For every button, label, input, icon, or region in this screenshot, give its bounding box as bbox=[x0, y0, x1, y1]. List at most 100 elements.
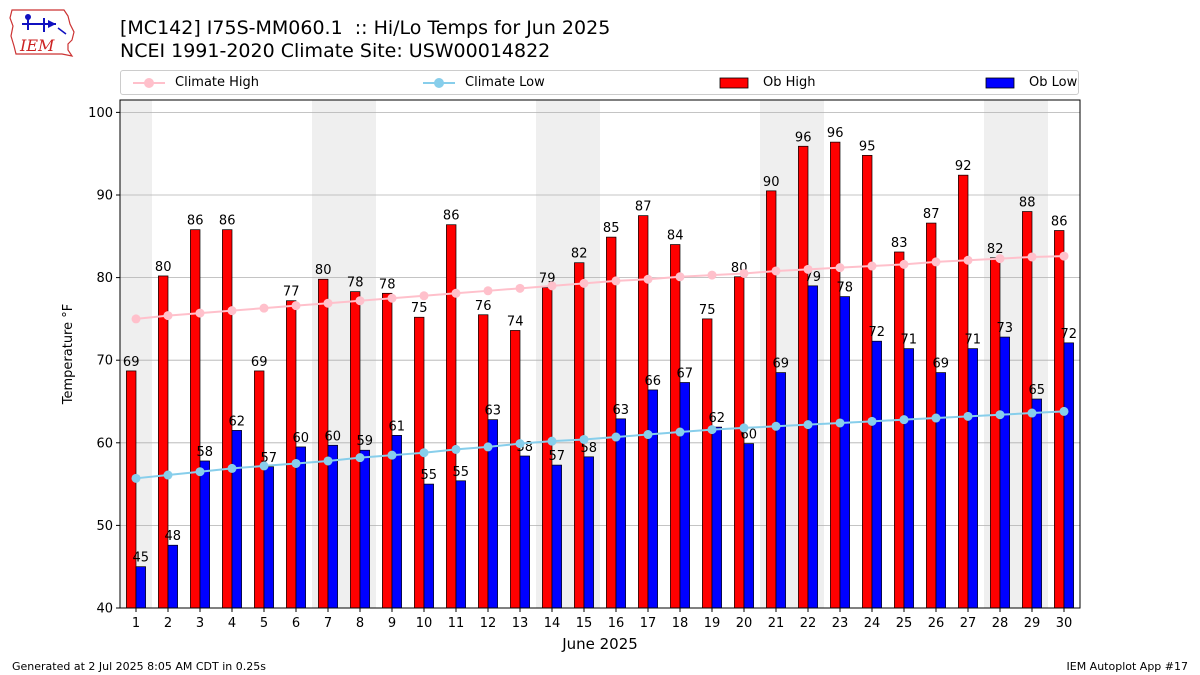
bar-ob-low-30 bbox=[1063, 342, 1074, 609]
bar-ob-low-24 bbox=[871, 340, 882, 609]
y-tick-label-90: 90 bbox=[96, 188, 113, 203]
legend-label-ob-low: Ob Low bbox=[1029, 75, 1078, 90]
point-climate-low-10 bbox=[419, 448, 429, 458]
point-climate-high-4 bbox=[227, 306, 237, 316]
label-ob-high-29: 88 bbox=[1019, 196, 1036, 211]
line-climate-high bbox=[135, 255, 1065, 320]
point-climate-high-3 bbox=[195, 308, 205, 318]
label-ob-high-16: 85 bbox=[603, 221, 620, 236]
label-ob-low-25: 71 bbox=[901, 333, 918, 348]
bar-ob-low-11 bbox=[455, 480, 466, 609]
point-climate-low-1 bbox=[131, 473, 141, 483]
label-ob-high-13: 74 bbox=[507, 314, 524, 329]
label-ob-low-10: 55 bbox=[421, 468, 438, 483]
bar-ob-low-23 bbox=[839, 296, 850, 609]
bar-ob-high-3 bbox=[190, 229, 201, 609]
point-climate-low-28 bbox=[995, 410, 1005, 420]
point-climate-high-8 bbox=[355, 296, 365, 306]
label-ob-high-7: 80 bbox=[315, 263, 332, 278]
point-climate-high-29 bbox=[1027, 252, 1037, 262]
y-tick-label-40: 40 bbox=[96, 602, 113, 617]
bar-ob-high-18 bbox=[670, 244, 681, 609]
label-ob-low-27: 71 bbox=[965, 333, 982, 348]
point-climate-low-22 bbox=[803, 420, 813, 430]
point-climate-low-29 bbox=[1027, 408, 1037, 418]
label-ob-low-6: 60 bbox=[293, 431, 310, 446]
point-climate-low-18 bbox=[675, 427, 685, 437]
y-tick-label-50: 50 bbox=[96, 519, 113, 534]
bar-ob-low-1 bbox=[135, 566, 146, 609]
label-ob-high-5: 69 bbox=[251, 355, 268, 370]
point-climate-high-13 bbox=[515, 283, 525, 293]
point-climate-low-13 bbox=[515, 439, 525, 449]
bar-ob-low-7 bbox=[327, 444, 338, 609]
x-tick-label-3: 3 bbox=[196, 616, 204, 631]
point-climate-low-12 bbox=[483, 442, 493, 452]
point-climate-low-11 bbox=[451, 444, 461, 454]
x-tick-label-17: 17 bbox=[640, 616, 657, 631]
label-ob-low-15: 58 bbox=[581, 441, 598, 456]
point-climate-high-9 bbox=[387, 293, 397, 303]
x-tick-label-25: 25 bbox=[896, 616, 913, 631]
bar-ob-high-8 bbox=[350, 291, 361, 609]
x-tick-label-24: 24 bbox=[864, 616, 881, 631]
label-ob-high-8: 78 bbox=[347, 276, 364, 291]
label-ob-low-29: 65 bbox=[1029, 383, 1046, 398]
x-tick-label-26: 26 bbox=[928, 616, 945, 631]
bar-ob-low-28 bbox=[999, 336, 1010, 609]
point-climate-high-24 bbox=[867, 261, 877, 271]
bar-ob-low-19 bbox=[711, 426, 722, 609]
x-tick-label-8: 8 bbox=[356, 616, 364, 631]
label-ob-low-14: 57 bbox=[549, 449, 566, 464]
label-ob-low-4: 62 bbox=[229, 414, 246, 429]
bar-ob-low-27 bbox=[967, 348, 978, 609]
point-climate-high-20 bbox=[739, 268, 749, 278]
point-climate-low-4 bbox=[227, 463, 237, 473]
label-ob-high-19: 75 bbox=[699, 303, 716, 318]
label-ob-high-18: 84 bbox=[667, 229, 684, 244]
chart-title: [MC142] I75S-MM060.1 :: Hi/Lo Temps for … bbox=[120, 17, 611, 39]
bar-ob-low-29 bbox=[1031, 398, 1042, 609]
x-tick-label-5: 5 bbox=[260, 616, 268, 631]
point-climate-low-21 bbox=[771, 421, 781, 431]
point-climate-low-8 bbox=[355, 453, 365, 463]
point-climate-low-25 bbox=[899, 415, 909, 425]
point-climate-high-12 bbox=[483, 286, 493, 296]
x-tick-label-9: 9 bbox=[388, 616, 396, 631]
bar-ob-low-25 bbox=[903, 348, 914, 609]
label-ob-high-26: 87 bbox=[923, 207, 940, 222]
bar-ob-low-9 bbox=[391, 435, 402, 609]
x-tick-label-22: 22 bbox=[800, 616, 817, 631]
y-tick-label-80: 80 bbox=[96, 271, 113, 286]
bar-ob-high-27 bbox=[958, 174, 969, 609]
label-ob-high-2: 80 bbox=[155, 260, 172, 275]
x-tick-label-14: 14 bbox=[544, 616, 561, 631]
label-ob-low-17: 66 bbox=[645, 374, 662, 389]
x-tick-label-21: 21 bbox=[768, 616, 785, 631]
point-climate-low-5 bbox=[259, 461, 269, 471]
label-ob-low-19: 62 bbox=[709, 411, 726, 426]
bar-ob-low-10 bbox=[423, 483, 434, 609]
bar-ob-high-5 bbox=[254, 370, 265, 609]
x-axis-label: June 2025 bbox=[561, 635, 638, 653]
bar-ob-high-2 bbox=[158, 275, 169, 609]
bar-ob-high-21 bbox=[766, 190, 777, 609]
point-climate-low-17 bbox=[643, 430, 653, 440]
bar-ob-low-14 bbox=[551, 464, 562, 609]
point-climate-high-27 bbox=[963, 255, 973, 265]
x-tick-label-28: 28 bbox=[992, 616, 1009, 631]
point-climate-high-28 bbox=[995, 254, 1005, 264]
bar-ob-low-13 bbox=[519, 455, 530, 609]
y-tick-label-70: 70 bbox=[96, 354, 113, 369]
y-tick-label-60: 60 bbox=[96, 436, 113, 451]
label-ob-low-2: 48 bbox=[165, 529, 182, 544]
label-ob-low-21: 69 bbox=[773, 357, 790, 372]
bar-ob-low-8 bbox=[359, 449, 370, 609]
point-climate-low-24 bbox=[867, 416, 877, 426]
label-ob-high-28: 82 bbox=[987, 242, 1004, 257]
point-climate-low-16 bbox=[611, 432, 621, 442]
label-ob-high-23: 96 bbox=[827, 126, 844, 141]
label-ob-high-27: 92 bbox=[955, 159, 972, 174]
point-climate-low-3 bbox=[195, 467, 205, 477]
